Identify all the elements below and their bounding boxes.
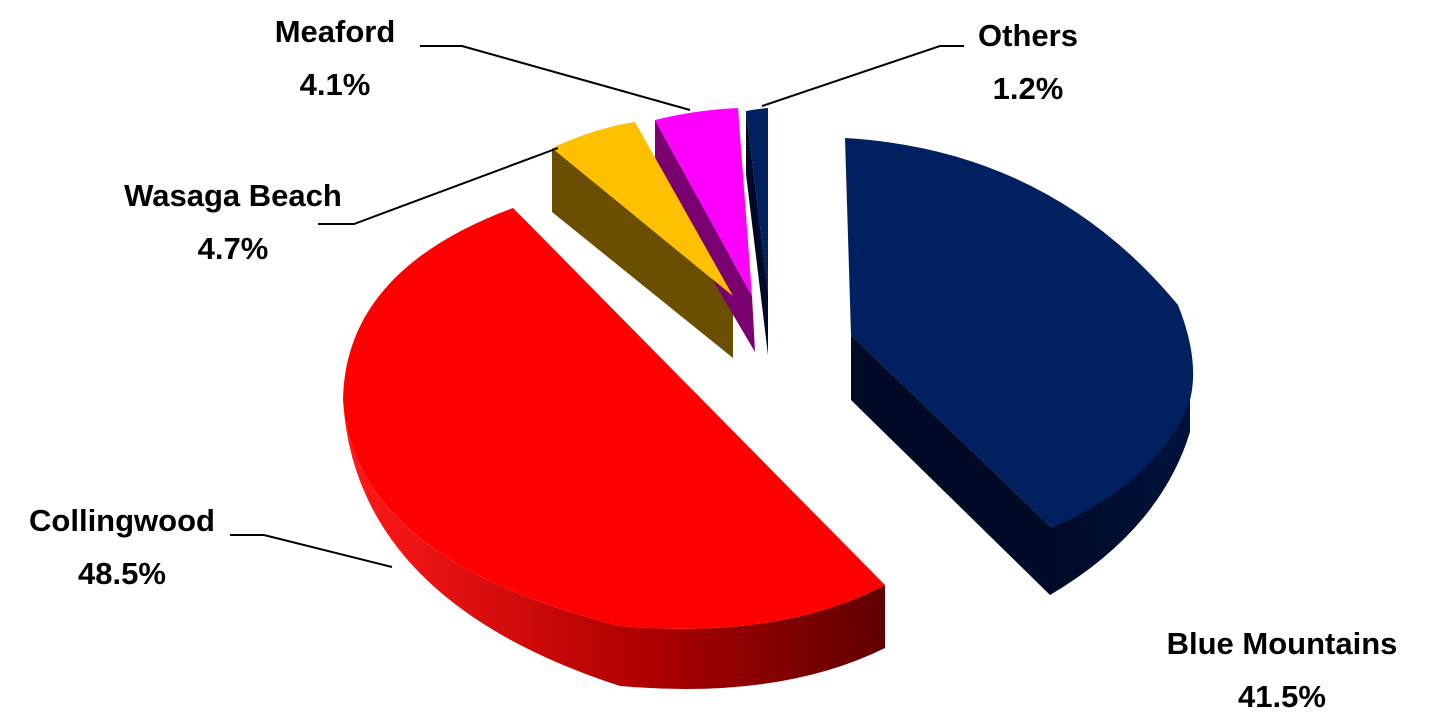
slice-tops <box>343 108 1194 629</box>
slice-others <box>746 108 768 292</box>
label-value-meaford: 4.1% <box>300 67 371 102</box>
slice-wasaga-beach <box>552 122 733 296</box>
label-value-collingwood: 48.5% <box>78 556 166 591</box>
leader-line-meaford <box>420 45 691 111</box>
leader-line-collingwood <box>230 534 393 568</box>
slice-side-blue-mountains <box>1050 355 1190 595</box>
label-value-others: 1.2% <box>993 71 1064 106</box>
slice-side-others <box>746 111 768 355</box>
label-name-wasaga-beach: Wasaga Beach <box>124 178 342 213</box>
label-name-collingwood: Collingwood <box>29 503 215 538</box>
label-name-others: Others <box>978 18 1078 53</box>
data-labels: Meaford 4.1% Others 1.2% Wasaga Beach 4.… <box>29 14 1397 713</box>
label-value-wasaga-beach: 4.7% <box>198 231 269 266</box>
label-name-meaford: Meaford <box>275 14 396 49</box>
slice-side-meaford <box>655 120 755 352</box>
slice-collingwood <box>343 208 885 629</box>
label-value-blue-mountains: 41.5% <box>1238 679 1326 713</box>
slice-blue-mountains <box>845 138 1194 528</box>
slice-sides <box>343 111 1190 689</box>
slice-meaford <box>655 108 752 296</box>
slice-side-collingwood <box>343 400 885 689</box>
slice-side-wasaga-beach <box>552 148 733 358</box>
leader-line-wasaga-beach <box>318 147 559 225</box>
leader-lines <box>230 45 964 568</box>
leader-line-others <box>761 45 964 107</box>
slice-cut-blue-mountains <box>851 335 1052 595</box>
label-name-blue-mountains: Blue Mountains <box>1167 626 1398 661</box>
